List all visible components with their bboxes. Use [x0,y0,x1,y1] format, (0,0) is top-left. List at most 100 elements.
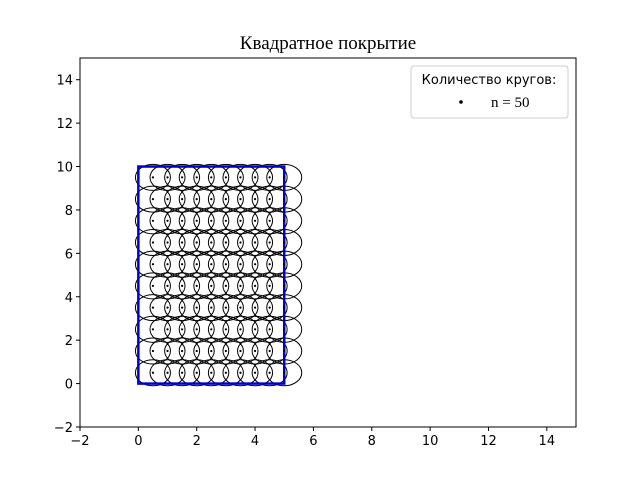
cover-circle [178,294,215,322]
circle-center-point [210,306,213,309]
cover-circle [149,207,186,235]
cover-circle [134,359,171,387]
circle-center-point [181,349,184,353]
cover-circle [207,315,244,343]
cover-circle [207,294,244,322]
circle-center-point [239,241,242,244]
circle-center-point [195,284,198,288]
cover-circle [149,185,186,213]
legend-marker-dot [459,100,463,104]
circle-center-point [181,176,184,179]
cover-circle [149,250,186,278]
circle-center-point [268,219,271,222]
cover-circle [178,272,215,300]
circle-center-point [283,176,286,179]
circle-center-point [268,284,271,288]
circle-center-point [210,219,213,222]
cover-circle [178,337,215,365]
cover-circle [251,250,288,278]
circle-center-point [181,371,184,374]
circle-center-point [283,284,286,288]
circle-center-point [239,284,242,288]
circle-center-point [151,176,155,179]
circle-center-point [151,219,155,222]
circle-center-point [166,371,169,374]
cover-circle [193,272,230,300]
circle-center-point [210,176,213,179]
cover-circle [149,315,186,343]
cover-circle [193,294,230,322]
cover-circle [134,272,171,300]
cover-circle [222,315,259,343]
cover-circle [134,228,171,257]
cover-circle [149,163,186,191]
cover-circle [207,250,244,278]
cover-circle [237,185,274,213]
circle-center-point [253,219,257,222]
circle-center-point [210,197,213,201]
y-tick-label: 0 [65,378,73,393]
cover-circle [164,250,201,278]
circle-center-point [253,328,257,331]
circle-center-point [210,284,213,288]
circle-center-point [210,349,213,353]
circle-center-point [151,263,155,266]
cover-circle [193,250,230,278]
circle-center-point [166,176,169,179]
cover-circle [207,272,244,300]
circle-center-point [181,197,184,201]
circle-center-point [210,263,213,266]
circle-center-point [283,349,286,353]
cover-circle [193,163,230,191]
cover-circle [237,250,274,278]
circle-center-point [210,241,213,244]
cover-circle [222,163,259,191]
cover-circle [149,359,186,387]
cover-circle [251,185,288,213]
circle-center-point [283,219,286,222]
cover-circle [134,250,171,278]
circle-center-point [268,371,271,374]
circle-center-point [224,241,227,244]
cover-circle [237,163,274,191]
circle-center-point [239,263,242,266]
cover-circle [164,272,201,300]
cover-circle [164,337,201,365]
cover-circle [222,359,259,387]
cover-circle [149,228,186,257]
cover-circle [207,207,244,235]
circle-center-point [181,219,184,222]
circle-center-point [151,371,155,374]
cover-circle [222,185,259,213]
plot-area [134,163,303,387]
cover-circle [164,294,201,322]
covered-rectangle [137,165,286,385]
x-tick-label: 12 [480,434,497,449]
circle-center-point [181,284,184,288]
circle-center-point [166,219,169,222]
circle-center-point [195,371,198,374]
cover-circle [149,294,186,322]
cover-circle [222,228,259,257]
cover-circle [207,163,244,191]
axes-frame [79,57,577,428]
circle-center-point [166,349,169,353]
cover-circle [134,294,171,322]
cover-circle [237,337,274,365]
circle-center-point [253,349,257,353]
cover-circle [178,207,215,235]
x-tick-label: −2 [70,434,89,449]
cover-circle [222,250,259,278]
circle-center-point [253,284,257,288]
cover-circle [251,294,288,322]
cover-circle [149,272,186,300]
circle-center-point [239,328,242,331]
y-tick-label: 10 [56,161,73,176]
axis-ticks: −2 0 2 4 6 8 10 12 14 −2 0 2 4 6 8 10 12 14 [54,74,555,449]
y-tick-label: 2 [65,334,73,349]
circle-center-point [239,349,242,353]
circle-center-point [239,197,242,201]
cover-circle [222,337,259,365]
circle-center-point [283,263,286,266]
